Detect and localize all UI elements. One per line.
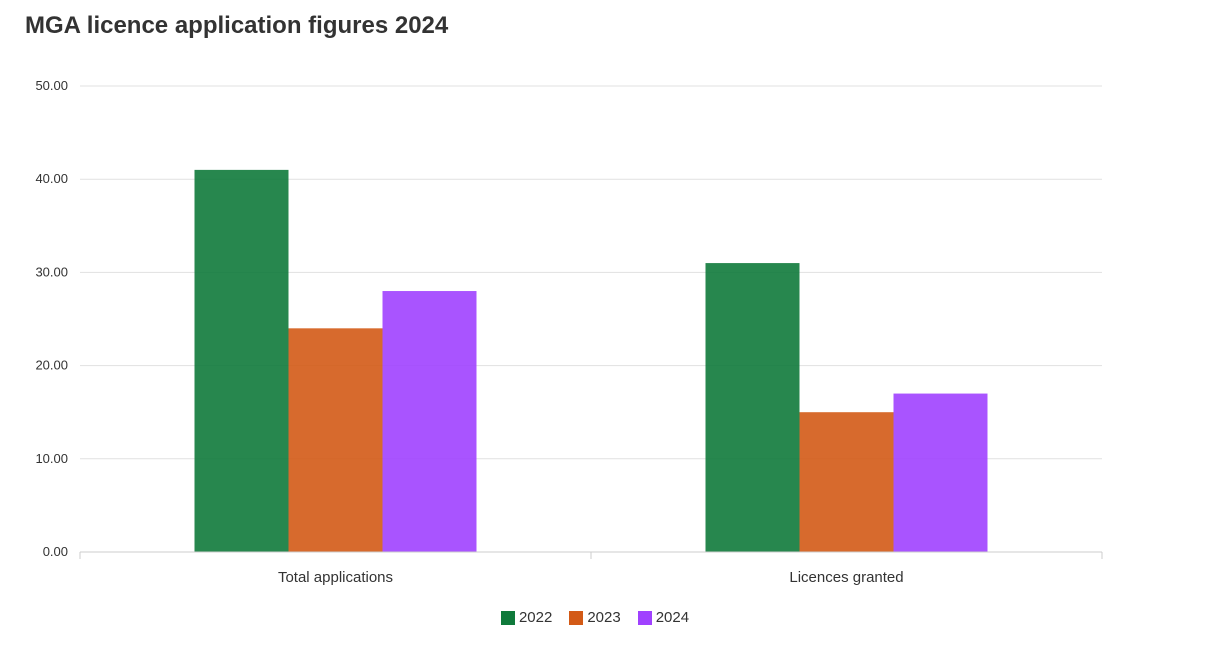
legend-swatch — [637, 610, 652, 625]
y-tick-label: 50.00 — [35, 78, 68, 93]
bar-2023-1[interactable] — [799, 412, 894, 552]
bar-2022-0[interactable] — [194, 169, 289, 552]
axes: 0.00 10.00 20.00 30.00 40.00 50.00 Total appli… — [35, 78, 1103, 586]
legend-item-2022[interactable]: 2022 — [500, 609, 553, 626]
legend-swatch — [500, 610, 515, 625]
y-tick-label: 0.00 — [43, 544, 68, 559]
legend-label: 2022 — [518, 609, 553, 626]
bar-2024-1[interactable] — [893, 393, 988, 552]
legend-label: 2024 — [655, 609, 690, 626]
legend: 2022 2023 2024 — [0, 609, 1190, 626]
x-category-label: Licences granted — [789, 569, 903, 586]
chart-title: MGA licence application figures 2024 — [25, 12, 449, 39]
x-category-label: Total applications — [278, 569, 393, 586]
legend-label: 2023 — [587, 609, 621, 626]
legend-item-2024[interactable]: 2024 — [637, 609, 690, 626]
bar-chart: 0.00 10.00 20.00 30.00 40.00 50.00 Total appli… — [35, 78, 1103, 586]
bars — [194, 169, 988, 552]
bar-2022-1[interactable] — [705, 263, 800, 552]
bar-2024-0[interactable] — [382, 291, 477, 552]
y-tick-label: 30.00 — [35, 264, 68, 279]
bar-2023-0[interactable] — [288, 328, 383, 552]
legend-item-2023[interactable]: 2023 — [569, 609, 621, 626]
y-tick-label: 40.00 — [35, 171, 68, 186]
y-tick-label: 20.00 — [35, 358, 68, 373]
y-tick-label: 10.00 — [35, 451, 68, 466]
legend-swatch — [569, 610, 584, 625]
